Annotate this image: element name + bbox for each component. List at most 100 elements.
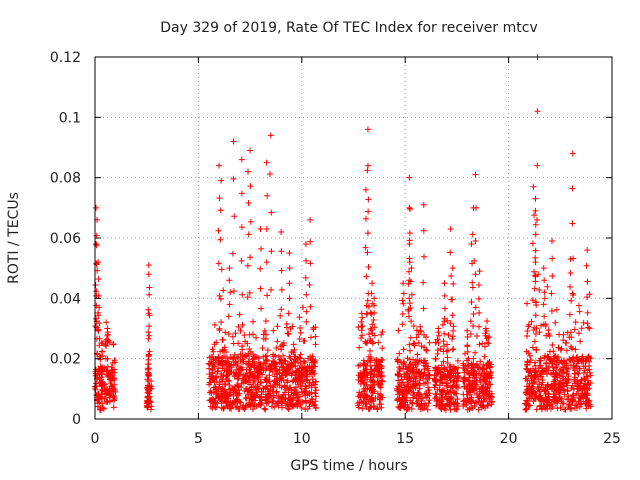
data-point: [96, 342, 103, 349]
data-point: [449, 312, 456, 319]
data-point: [553, 306, 560, 313]
data-point: [440, 358, 447, 365]
data-point: [106, 376, 113, 383]
data-point: [586, 291, 593, 298]
data-point: [302, 274, 309, 281]
data-point: [413, 395, 420, 402]
data-point: [278, 286, 285, 293]
data-point: [483, 363, 490, 370]
data-point: [238, 190, 245, 197]
data-point: [443, 380, 450, 387]
data-point: [410, 340, 417, 347]
data-point: [282, 372, 289, 379]
data-point: [95, 259, 102, 266]
data-point: [262, 335, 269, 342]
data-point: [441, 318, 448, 325]
data-point: [263, 394, 270, 401]
data-point: [472, 238, 479, 245]
data-point: [223, 349, 230, 356]
data-point: [569, 397, 576, 404]
data-point: [405, 313, 412, 320]
data-point: [579, 386, 586, 393]
data-point: [486, 363, 493, 370]
data-point: [358, 318, 365, 325]
data-point: [218, 319, 225, 326]
data-point: [484, 402, 491, 409]
data-point: [299, 378, 306, 385]
data-point: [406, 268, 413, 275]
data-point: [364, 162, 371, 169]
data-point: [358, 391, 365, 398]
data-point: [234, 403, 241, 410]
data-point: [254, 381, 261, 388]
data-point: [145, 329, 152, 336]
data-point: [464, 395, 471, 402]
data-point: [417, 370, 424, 377]
data-point: [531, 379, 538, 386]
data-point: [479, 340, 486, 347]
data-point: [266, 372, 273, 379]
data-point: [532, 312, 539, 319]
data-point: [402, 402, 409, 409]
data-point: [421, 253, 428, 260]
data-point: [464, 334, 471, 341]
data-point: [110, 393, 117, 400]
y-tick-label: 0.02: [50, 352, 81, 368]
data-point: [97, 393, 104, 400]
data-point: [549, 255, 556, 262]
data-point: [470, 311, 477, 318]
data-point: [146, 390, 153, 397]
data-point: [586, 385, 593, 392]
data-point: [247, 254, 254, 261]
data-point: [438, 398, 445, 405]
data-point: [359, 314, 366, 321]
data-point: [229, 333, 236, 340]
data-point: [362, 338, 369, 345]
data-point: [246, 331, 253, 338]
data-point: [146, 284, 153, 291]
data-point: [584, 294, 591, 301]
data-point: [562, 360, 569, 367]
data-point: [531, 395, 538, 402]
data-point: [534, 162, 541, 169]
data-point: [94, 400, 101, 407]
data-point: [364, 385, 371, 392]
data-point: [266, 390, 273, 397]
data-point: [533, 406, 540, 413]
data-point: [376, 383, 383, 390]
data-point: [373, 372, 380, 379]
data-point: [566, 334, 573, 341]
data-point: [577, 380, 584, 387]
data-point: [145, 335, 152, 342]
data-point: [549, 364, 556, 371]
data-point: [379, 373, 386, 380]
data-point: [96, 320, 103, 327]
data-point: [538, 369, 545, 376]
data-point: [278, 228, 285, 235]
data-point: [368, 366, 375, 373]
data-point: [248, 395, 255, 402]
data-point: [531, 285, 538, 292]
data-point: [449, 296, 456, 303]
data-point: [250, 383, 257, 390]
data-point: [230, 392, 237, 399]
data-point: [476, 393, 483, 400]
data-point: [262, 406, 269, 413]
grid-lines: [95, 57, 612, 419]
data-point: [217, 361, 224, 368]
data-point: [444, 368, 451, 375]
data-point: [475, 323, 482, 330]
data-point: [464, 342, 471, 349]
data-point: [286, 250, 293, 257]
data-point: [274, 323, 281, 330]
data-point: [486, 388, 493, 395]
data-point: [295, 374, 302, 381]
data-point: [267, 132, 274, 139]
data-point: [218, 378, 225, 385]
data-point: [263, 159, 270, 166]
data-point: [262, 360, 269, 367]
data-point: [407, 334, 414, 341]
data-point: [562, 406, 569, 413]
data-point: [419, 405, 426, 412]
data-point: [406, 300, 413, 307]
